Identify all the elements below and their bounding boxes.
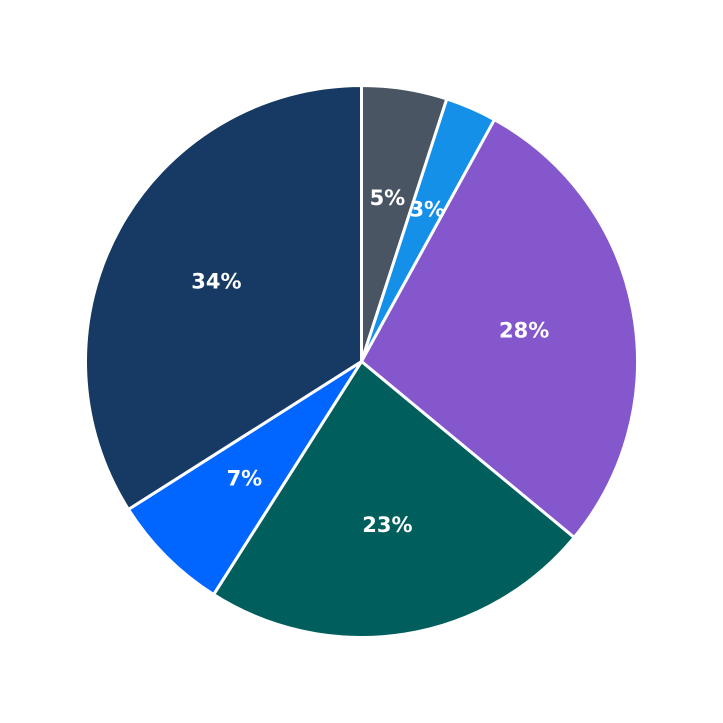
pie-slice <box>212 360 576 639</box>
slice-percent-label: 34% <box>191 270 241 294</box>
pie-slice <box>360 118 639 539</box>
slice-percent-label: 28% <box>499 318 549 342</box>
slice-percent-label: 7% <box>227 467 263 491</box>
slice-percent-label: 23% <box>362 513 412 537</box>
pie-slice <box>126 360 363 597</box>
pie-slice <box>84 84 363 511</box>
slice-percent-label: 3% <box>409 198 445 222</box>
slice-percent-label: 5% <box>370 186 406 210</box>
